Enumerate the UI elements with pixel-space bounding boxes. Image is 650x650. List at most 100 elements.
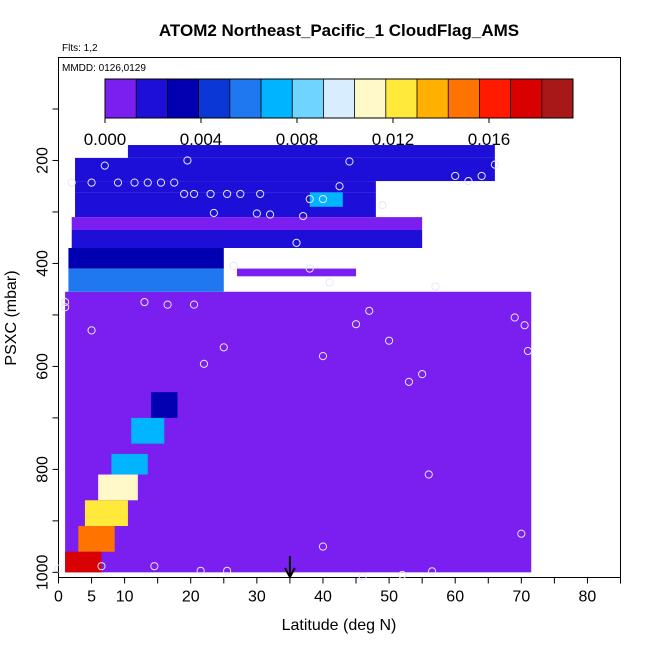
sample-point [100,161,109,170]
sample-point [189,189,199,199]
sample-point [156,178,166,187]
colorbar [104,78,574,119]
colorbar-segment [136,79,168,118]
colorbar-segment [479,79,512,118]
sample-point [223,566,232,575]
sample-point [520,321,529,330]
sample-point [325,278,334,287]
colorbar-segment [323,79,356,118]
colorbar-tick-label: 0.016 [468,130,511,149]
colorbar-tick-label: 0.004 [180,130,223,149]
sample-point [150,562,159,571]
y-tick-label: 200 [35,147,52,174]
sample-point [517,529,526,538]
chart-title: ATOM2 Northeast_Pacific_1 CloudFlag_AMS [159,21,519,40]
heatmap-cell [78,526,115,552]
sample-point [223,189,232,199]
colorbar-segment [417,79,449,118]
x-tick-label: 5 [87,589,96,606]
sample-point [189,300,199,309]
sample-point [170,178,179,187]
sample-point [209,208,218,218]
heatmap-cell [75,157,495,182]
flights-label: Flts: 1,2 [62,43,98,54]
x-tick-label: 30 [248,589,266,606]
heatmap-cell [68,268,224,292]
x-tick-label: 10 [116,589,134,606]
sample-point [113,178,123,187]
sample-point [378,201,387,210]
heatmap-cell [71,229,423,248]
x-tick-label: 20 [182,589,200,606]
sample-point [236,189,245,199]
sample-point [335,182,344,191]
sample-point [451,171,460,181]
colorbar-segment [354,79,387,118]
colorbar-segment [541,79,574,118]
sample-point [345,157,354,166]
sample-point [163,300,172,309]
heatmap-cell [68,247,224,269]
colorbar-segment [105,79,137,118]
sample-point [219,343,228,352]
x-tick-label: 70 [512,589,530,606]
sample-point [318,542,328,551]
latitude-marker [284,556,296,580]
heatmap-cell [71,217,423,230]
sample-point [318,352,328,361]
heatmap-cell [237,268,357,277]
colorbar-segment [167,79,200,118]
colorbar-segment [261,79,293,118]
sample-point [97,562,106,571]
colorbar-tick-label: 0.000 [84,130,127,149]
sample-point [418,370,427,379]
y-axis: 200 400 600 800 1000 [35,108,59,590]
colorbar-tick-label: 0.012 [372,130,415,149]
sample-point [67,178,76,187]
dates-label: MMDD: 0126,0129 [62,63,146,74]
sample-point [384,336,394,345]
sample-point [252,209,261,218]
sample-points [54,156,533,581]
heatmap-cell [84,500,128,527]
sample-point [305,194,314,204]
sample-point [365,306,374,315]
colorbar-ticks: 0.000 0.004 0.008 0.012 0.016 [84,118,511,149]
y-axis-label: PSXC (mbar) [3,270,20,365]
sample-point [464,176,473,186]
sample-point [427,567,437,576]
x-tick-label: 50 [380,589,398,606]
colorbar-segment [292,79,324,118]
sample-point [305,264,314,273]
sample-point [358,572,367,581]
sample-point [477,171,486,181]
heatmap-cell [151,392,178,418]
marker-head [284,567,296,580]
sample-point [180,189,189,199]
sample-point [199,359,209,368]
sample-point [299,211,308,221]
colorbar-tick-label: 0.008 [276,130,319,149]
heatmap-cell [131,417,165,444]
colorbar-segment [198,79,231,118]
sample-point [143,178,152,187]
sample-point [61,303,70,312]
x-axis: 0 5 10 20 30 40 50 60 70 80 [54,577,621,606]
y-tick-label: 1000 [35,554,52,590]
y-tick-label: 600 [35,353,52,380]
heatmap-cell [75,181,376,193]
sample-point [292,238,301,247]
sample-point [229,261,238,271]
colorbar-segment [229,79,262,118]
x-tick-label: 40 [314,589,332,606]
heatmap-cell [65,551,102,573]
y-tick-label: 400 [35,250,52,277]
sample-point [130,178,139,187]
sample-point [61,297,70,307]
heatmap-cell [98,474,138,501]
colorbar-frame [104,78,574,119]
x-tick-label: 0 [54,589,63,606]
x-tick-label: 60 [446,589,464,606]
sample-point [490,160,499,169]
y-tick-label: 800 [35,456,52,483]
